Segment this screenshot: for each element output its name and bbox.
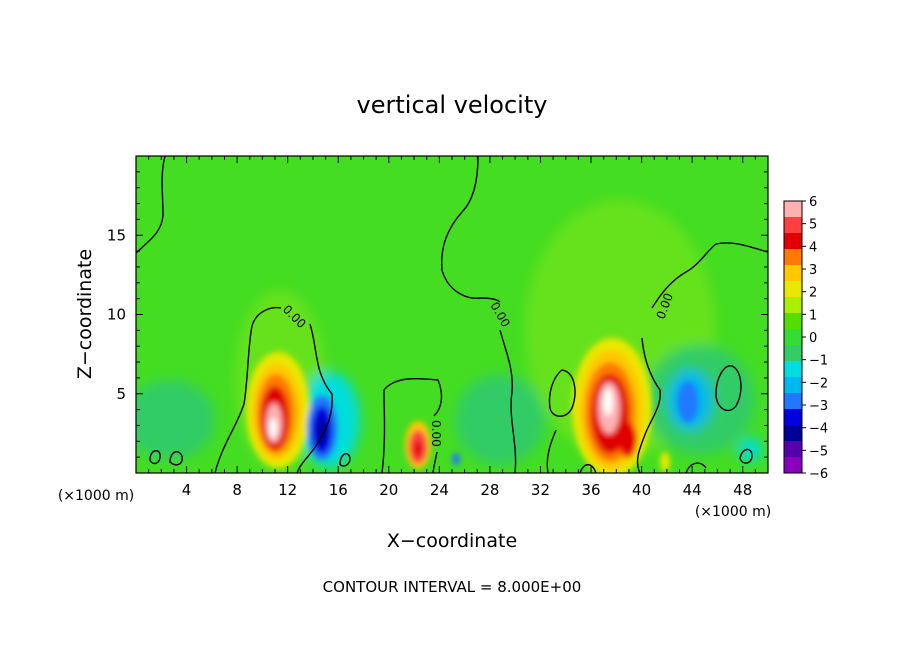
colorbar-swatch	[784, 249, 802, 266]
x-tick-label: 4	[182, 481, 192, 499]
x-tick-label: 12	[278, 481, 297, 499]
contour-center-dome	[381, 377, 443, 473]
contour-small-5	[685, 462, 707, 473]
contour-east-left-stem	[546, 429, 557, 473]
colorbar: 6 5 4 3 2 1 0 −1 −2 −3 −4 −5 −6	[783, 195, 828, 482]
colorbar-swatch	[784, 265, 802, 282]
contour-east-pocket	[548, 369, 576, 417]
colorbar-swatch	[784, 217, 802, 234]
colorbar-tick-label: 2	[809, 286, 817, 301]
contour-upper-center	[440, 156, 501, 303]
colorbar-swatch	[784, 441, 802, 458]
contour-upper-right	[651, 242, 768, 309]
colorbar-tick-label: 1	[809, 308, 817, 323]
colorbar-swatch	[784, 329, 802, 346]
colorbar-swatch	[784, 457, 802, 474]
colorbar-swatch	[784, 345, 802, 362]
contour-small-4	[579, 464, 597, 473]
contour-small-2	[169, 451, 184, 466]
y-tick-label: 5	[116, 385, 126, 403]
colorbar-swatch	[784, 201, 802, 218]
x-unit-label-right: (×1000 m)	[695, 504, 771, 520]
contour-upper-left	[136, 156, 166, 254]
contour-west-right	[296, 323, 333, 473]
contour-small-1	[149, 450, 161, 465]
field-updraft-c-core	[414, 441, 422, 457]
x-tick-label: 24	[430, 481, 449, 499]
colorbar-tick-label: −5	[809, 444, 828, 459]
contour-small-3	[339, 453, 351, 467]
colorbar-swatch	[784, 393, 802, 410]
field-downdraft-e	[678, 382, 698, 422]
colorbar-tick-label: 6	[809, 195, 817, 210]
contour-west-left	[214, 306, 282, 473]
zero-contours	[136, 156, 768, 473]
field-weak-down-c	[455, 375, 545, 465]
x-tick-label: 16	[329, 481, 348, 499]
x-tick-label: 44	[683, 481, 702, 499]
colorbar-tick-label: −1	[809, 354, 828, 369]
field-small-up	[660, 452, 670, 472]
chart-title: vertical velocity	[357, 91, 548, 119]
plot-field: 0.00 0.00 0.00 0.00	[136, 156, 768, 473]
colorbar-swatch	[784, 281, 802, 298]
x-tick-label: 36	[581, 481, 600, 499]
colorbar-tick-label: −2	[809, 376, 828, 391]
colorbar-swatch	[784, 409, 802, 426]
colorbar-swatch	[784, 233, 802, 250]
contour-label-4: 0.00	[429, 420, 443, 447]
colorbar-tick-label: 3	[809, 263, 817, 278]
x-tick-label: 20	[379, 481, 398, 499]
y-tick-label: 10	[107, 306, 126, 324]
colorbar-tick-label: 0	[809, 331, 817, 346]
colorbar-swatch	[784, 297, 802, 314]
y-tick-label: 15	[107, 226, 126, 244]
colorbar-swatch	[784, 313, 802, 330]
field-small-down	[452, 453, 460, 465]
x-axis-label: X−coordinate	[387, 530, 517, 552]
contour-center-right	[499, 329, 517, 473]
colorbar-tick-label: −4	[809, 422, 828, 437]
x-tick-label: 28	[480, 481, 499, 499]
field-downdraft-w-core	[317, 419, 327, 445]
field-weak-down-w	[136, 380, 215, 460]
contour-small-6	[739, 448, 753, 464]
x-unit-label-left: (×1000 m)	[58, 488, 134, 504]
contour-interval-footer: CONTOUR INTERVAL = 8.000E+00	[323, 578, 582, 596]
colorbar-tick-label: −6	[809, 467, 828, 482]
field-updraft-w-core	[269, 418, 277, 438]
colorbar-swatch	[784, 361, 802, 378]
x-tick-label: 8	[232, 481, 242, 499]
colorbar-tick-label: 5	[809, 218, 817, 233]
contour-east-pocket-2	[715, 365, 742, 412]
x-tick-label: 32	[531, 481, 550, 499]
x-tick-label: 40	[632, 481, 651, 499]
colorbar-swatch	[784, 425, 802, 442]
colorbar-tick-label: −3	[809, 399, 828, 414]
field-updraft-e-lobe	[619, 422, 637, 458]
y-axis-label: Z−coordinate	[74, 249, 96, 379]
contour-east-right	[636, 337, 661, 473]
colorbar-swatch	[784, 377, 802, 394]
field-updraft-e-core	[603, 388, 613, 416]
x-tick-label: 48	[733, 481, 752, 499]
colorbar-tick-label: 4	[809, 240, 817, 255]
contour-center-stem	[432, 451, 438, 473]
